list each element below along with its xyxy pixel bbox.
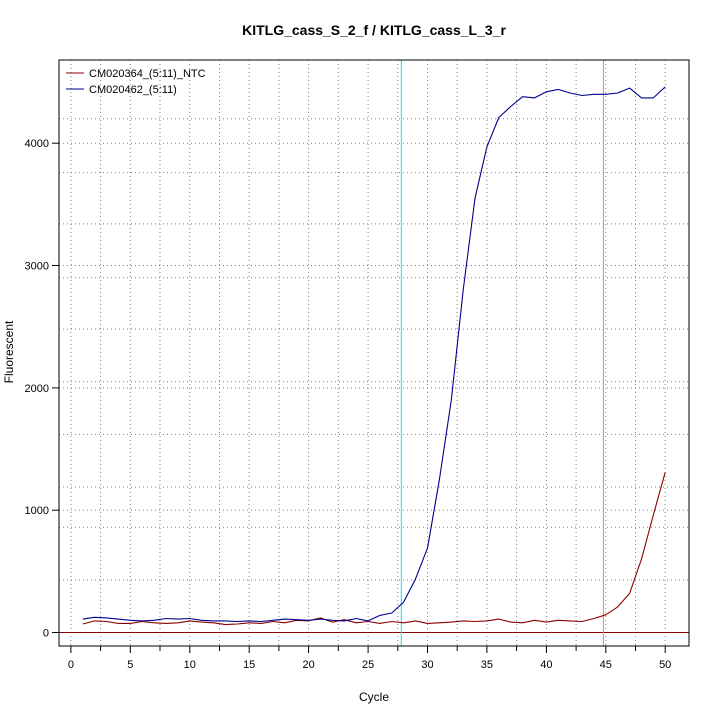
y-tick-label: 1000 (25, 505, 49, 517)
x-tick-label: 35 (481, 659, 493, 671)
x-tick-label: 0 (68, 659, 74, 671)
x-tick-label: 20 (302, 659, 314, 671)
axis-layer: 0 5 10 15 20 25 30 35 40 45 50 0 1000 2000 3000 4000 (25, 138, 672, 671)
legend-label-1: CM020364_(5:11)_NTC (89, 68, 206, 80)
series-layer (82, 86, 666, 626)
y-tick-label: 3000 (25, 261, 49, 273)
reference-lines (59, 60, 689, 646)
x-tick-label: 5 (127, 659, 133, 671)
x-tick-label: 30 (421, 659, 433, 671)
x-tick-label: 50 (659, 659, 671, 671)
legend-label-2: CM020462_(5:11) (89, 84, 177, 96)
x-tick-label: 15 (243, 659, 255, 671)
chart-title: KITLG_cass_S_2_f / KITLG_cass_L_3_r (242, 22, 506, 38)
series-line-2 (82, 86, 666, 623)
y-axis-label: Fluorescent (2, 320, 16, 383)
y-tick-label: 0 (43, 628, 49, 640)
legend: CM020364_(5:11)_NTC CM020462_(5:11) (66, 68, 206, 96)
x-axis-label: Cycle (359, 690, 389, 704)
x-tick-label: 45 (600, 659, 612, 671)
x-tick-label: 40 (540, 659, 552, 671)
x-tick-label: 10 (184, 659, 196, 671)
grid-layer (59, 60, 689, 646)
y-tick-label: 4000 (25, 138, 49, 150)
x-tick-label: 25 (362, 659, 374, 671)
plot-frame (58, 59, 690, 647)
series-line-1 (82, 472, 666, 626)
y-tick-label: 2000 (25, 383, 49, 395)
